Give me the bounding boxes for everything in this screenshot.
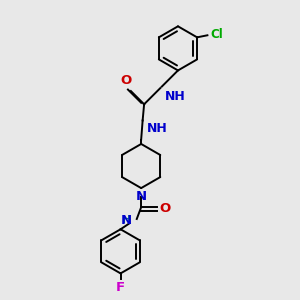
Text: NH: NH — [165, 90, 185, 104]
Text: H: H — [122, 215, 131, 225]
Text: O: O — [160, 202, 171, 215]
Text: N: N — [121, 214, 132, 227]
Text: O: O — [121, 74, 132, 87]
Text: Cl: Cl — [210, 28, 223, 41]
Text: NH: NH — [147, 122, 168, 135]
Text: F: F — [116, 281, 125, 294]
Text: N: N — [136, 190, 147, 202]
